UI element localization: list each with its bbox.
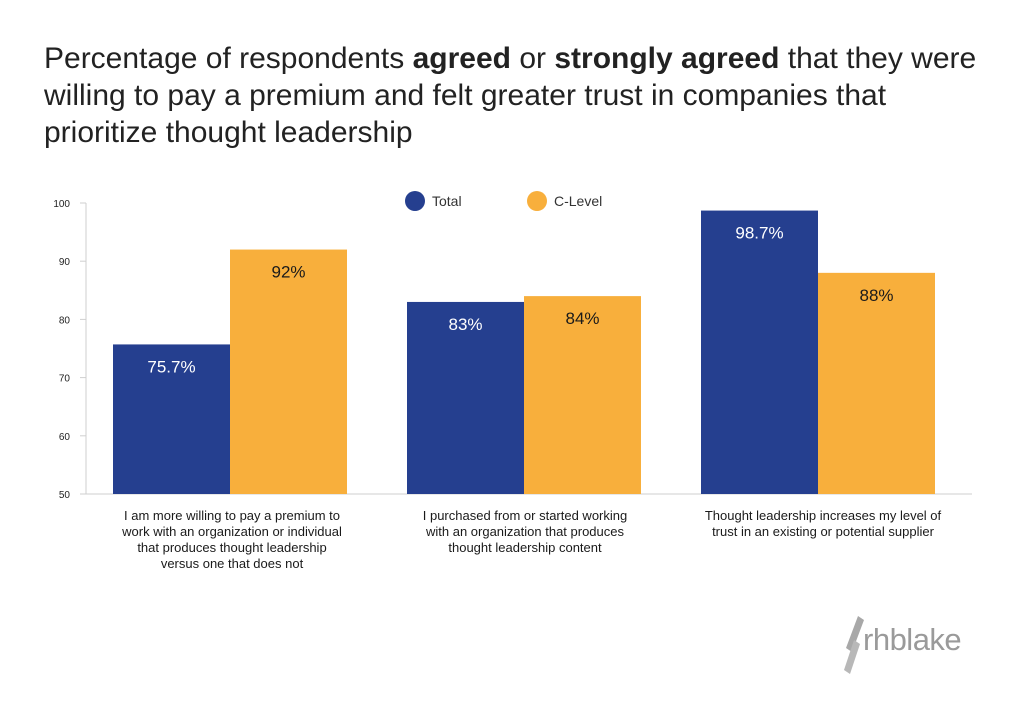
x-category-label-2: I purchased from or started working with… — [422, 508, 628, 555]
x-category-label-3: Thought leadership increases my level of… — [704, 508, 942, 539]
legend-label-total: Total — [432, 193, 462, 209]
data-label-total-1: 75.7% — [147, 357, 195, 376]
chart-title: Percentage of respondents agreed or stro… — [44, 42, 977, 149]
rhblake-logo-icon — [844, 616, 864, 674]
data-label-clevel-1: 92% — [271, 263, 305, 282]
bar-clevel-3 — [818, 272, 935, 494]
bar-clevel-2 — [524, 296, 641, 494]
y-tick-label: 60 — [59, 432, 71, 443]
legend-label-clevel: C-Level — [554, 193, 602, 209]
bar-total-2 — [407, 301, 524, 494]
y-tick-label: 100 — [53, 199, 70, 210]
legend-swatch-total — [405, 191, 425, 211]
y-tick-label: 80 — [59, 315, 71, 326]
title-emphasis-strongly-agreed: strongly agreed — [554, 42, 780, 75]
x-category-label-1: I am more willing to pay a premium to wo… — [122, 508, 342, 571]
y-tick-label: 50 — [59, 490, 71, 501]
data-label-total-3: 98.7% — [735, 224, 783, 243]
y-tick-label: 70 — [59, 374, 71, 385]
legend-swatch-clevel — [527, 191, 547, 211]
data-label-clevel-2: 84% — [565, 309, 599, 328]
bar-total-3 — [701, 210, 818, 495]
rhblake-logo-text: rhblake — [863, 622, 962, 657]
data-label-clevel-3: 88% — [859, 286, 893, 305]
title-emphasis-agreed: agreed — [412, 42, 511, 75]
bar-total-1 — [113, 344, 230, 494]
data-label-total-2: 83% — [448, 315, 482, 334]
bar-clevel-1 — [230, 249, 347, 494]
y-tick-label: 90 — [59, 257, 71, 268]
